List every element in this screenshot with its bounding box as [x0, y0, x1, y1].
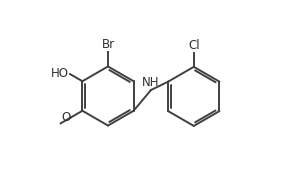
- Text: Cl: Cl: [188, 39, 200, 52]
- Text: HO: HO: [51, 67, 69, 80]
- Text: NH: NH: [142, 76, 159, 89]
- Text: O: O: [61, 111, 71, 124]
- Text: Br: Br: [101, 38, 115, 51]
